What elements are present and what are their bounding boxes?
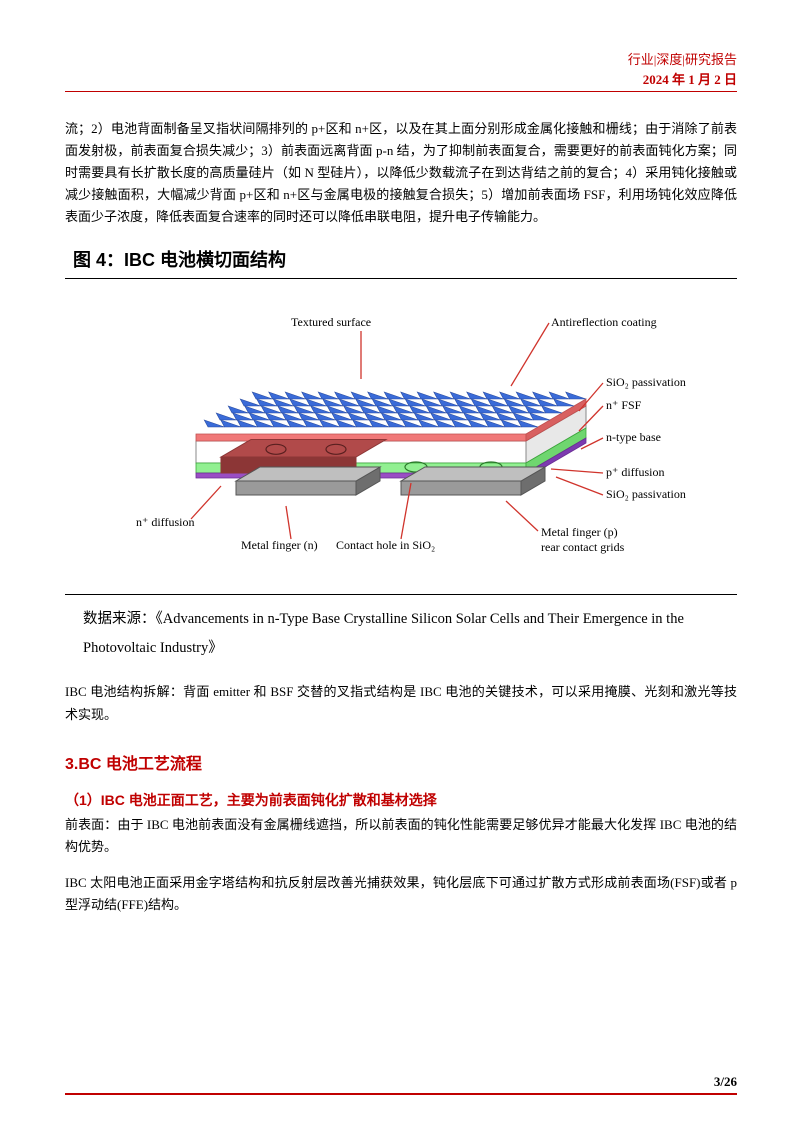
figure-source-rule (65, 594, 737, 595)
page-total: /26 (720, 1074, 737, 1089)
header-date: 2024 年 1 月 2 日 (65, 70, 737, 90)
svg-text:Antireflection coating: Antireflection coating (551, 315, 657, 329)
svg-text:n⁺ diffusion: n⁺ diffusion (136, 515, 194, 529)
svg-text:p⁺ diffusion: p⁺ diffusion (606, 465, 664, 479)
figure-4-title: 图 4：IBC 电池横切面结构 (65, 246, 737, 272)
svg-text:n-type base: n-type base (606, 430, 661, 444)
source-text: 《Advancements in n-Type Base Crystalline… (83, 611, 684, 656)
page-header: 行业|深度|研究报告 2024 年 1 月 2 日 (65, 50, 737, 92)
ibc-cross-section-svg: Textured surface Antireflection coating Si… (81, 291, 721, 571)
svg-text:SiO₂ passivation: SiO₂ passivation (606, 375, 686, 389)
section-3-sub-heading: （1）IBC 电池正面工艺，主要为前表面钝化扩散和基材选择 (65, 790, 737, 810)
figure-source: 数据来源：《Advancements in n-Type Base Crysta… (65, 605, 737, 663)
intro-paragraph: 流；2）电池背面制备呈叉指状间隔排列的 p+区和 n+区，以及在其上面分别形成金… (65, 118, 737, 228)
svg-text:rear contact grids: rear contact grids (541, 540, 625, 554)
header-category: 行业|深度|研究报告 (65, 50, 737, 70)
figure-title-rule (65, 278, 737, 279)
svg-text:Textured surface: Textured surface (291, 315, 371, 329)
svg-text:Contact hole in SiO₂: Contact hole in SiO₂ (336, 538, 435, 552)
figure-follow-paragraph: IBC 电池结构拆解：背面 emitter 和 BSF 交替的叉指式结构是 IB… (65, 681, 737, 725)
section-3-p1: 前表面：由于 IBC 电池前表面没有金属栅线遮挡，所以前表面的钝化性能需要足够优… (65, 814, 737, 858)
svg-text:n⁺ FSF: n⁺ FSF (606, 398, 642, 412)
figure-4-diagram: Textured surface Antireflection coating Si… (65, 291, 737, 576)
source-label: 数据来源： (83, 611, 156, 627)
svg-text:Metal finger (p): Metal finger (p) (541, 525, 618, 539)
header-divider (65, 91, 737, 92)
svg-text:SiO₂ passivation: SiO₂ passivation (606, 487, 686, 501)
page-footer: 3/26 (65, 1074, 737, 1095)
svg-text:Metal finger (n): Metal finger (n) (241, 538, 318, 552)
section-3-heading: 3.BC 电池工艺流程 (65, 750, 737, 774)
section-3-p2: IBC 太阳电池正面采用金字塔结构和抗反射层改善光捕获效果，钝化层底下可通过扩散… (65, 872, 737, 916)
footer-divider (65, 1093, 737, 1095)
